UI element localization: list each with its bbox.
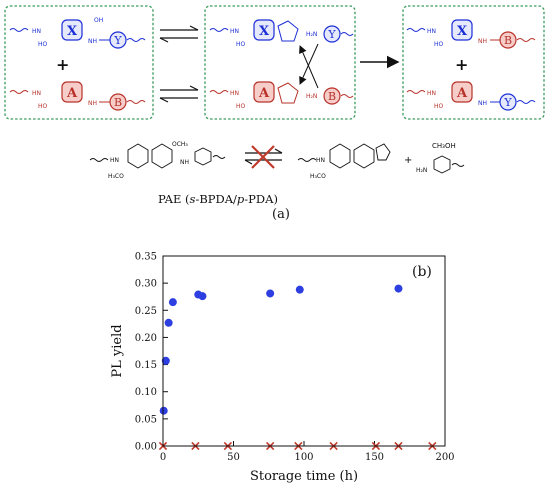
unit-a-label: A	[258, 86, 270, 101]
amide-label: HN	[32, 90, 41, 97]
unit-x-label: X	[259, 24, 270, 39]
pl-yield-chart: 0.00 0.05 0.10 0.15 0.20 0.25 0.30 0.35 0 50 100 1…	[110, 252, 455, 485]
ester-left-label: H₃CO	[108, 173, 124, 180]
pae-structure: HN OCH₃ H₃CO NH HN H₃CO + CH₃OH H₂N	[89, 141, 465, 180]
y-tick-label: 0.10	[135, 387, 157, 398]
amide-label: HN	[230, 28, 239, 35]
scheme-box-right: HN X HO NH B + HN A HO NH Y	[402, 5, 545, 120]
amine-label: H₂N	[416, 167, 427, 174]
y-tick-label: 0.20	[135, 333, 157, 344]
amide-right-label: NH	[88, 38, 97, 45]
acid-left-label: HO	[38, 103, 48, 110]
ester-label: OCH₃	[172, 141, 188, 148]
acid-left-label: HO	[236, 41, 246, 48]
x-axis: 0 50 100 150 200	[160, 441, 455, 463]
amide-right-label: NH	[88, 100, 97, 107]
unit-x-label: X	[67, 24, 78, 39]
amide-label: HN	[230, 90, 239, 97]
data-point	[168, 298, 177, 307]
plot-frame	[162, 255, 446, 447]
acid-left-label: HO	[236, 103, 246, 110]
acid-left-label: HO	[434, 103, 444, 110]
amide-right-label: NH	[478, 38, 487, 45]
pae-label: PAE (s-BPDA/p-PDA)	[158, 192, 278, 206]
acid-left-label: HO	[434, 41, 444, 48]
x-tick-label: 50	[227, 452, 240, 463]
plus-sign: +	[404, 155, 412, 166]
data-point	[161, 356, 170, 365]
unit-y-label: Y	[113, 34, 122, 47]
y-tick-label: 0.35	[135, 252, 157, 263]
x-axis-title: Storage time (h)	[250, 469, 358, 484]
x-tick-label: 150	[365, 452, 384, 463]
chart-marks	[158, 284, 437, 451]
amide-label: HN	[110, 157, 119, 164]
y-tick-label: 0.00	[135, 442, 157, 453]
amine-label: H₂N	[306, 31, 317, 38]
y-axis-title: PL yield	[110, 324, 125, 377]
panel-a-label: (a)	[272, 207, 290, 222]
methanol-label: CH₃OH	[432, 142, 456, 150]
data-point	[164, 318, 173, 327]
amide-label: HN	[427, 28, 436, 35]
scheme-box-middle: HN X HO H₂N Y HN A HO H₂N B	[204, 5, 356, 120]
y-axis: 0.00 0.05 0.10 0.15 0.20 0.25 0.30 0.35	[135, 252, 168, 453]
unit-y-label: Y	[503, 96, 512, 109]
plus-sign: +	[56, 55, 69, 74]
unit-a-label: A	[66, 86, 78, 101]
acid-label: OH	[94, 17, 103, 24]
y-tick-label: 0.30	[135, 279, 157, 290]
unit-b-label: B	[114, 96, 122, 109]
amide-label: HN	[316, 157, 325, 164]
amide-right-label: NH	[180, 159, 189, 166]
equilibrium-arrows	[159, 25, 199, 103]
unit-x-label: X	[457, 24, 468, 39]
y-tick-label: 0.25	[135, 306, 157, 317]
plus-sign: +	[455, 55, 468, 74]
reaction-scheme: HN X OH HO NH Y + HN A HO NH B	[4, 5, 545, 222]
panel-b-label: (b)	[412, 264, 432, 280]
scheme-box-left: HN X OH HO NH Y + HN A HO NH B	[4, 5, 154, 120]
unit-b-label: B	[328, 90, 336, 103]
amide-right-label: NH	[478, 100, 487, 107]
data-point	[198, 292, 207, 301]
x-tick-label: 0	[160, 452, 166, 463]
amide-label: HN	[32, 28, 41, 35]
acid-left-label: HO	[38, 41, 48, 48]
x-tick-label: 200	[435, 452, 454, 463]
unit-a-label: A	[456, 86, 468, 101]
y-tick-label: 0.15	[135, 360, 157, 371]
data-point	[394, 284, 403, 293]
data-point	[295, 285, 304, 294]
ester-left-label: H₃CO	[310, 173, 326, 180]
y-tick-label: 0.05	[135, 414, 157, 425]
x-tick-label: 100	[294, 452, 313, 463]
unit-b-label: B	[504, 34, 512, 47]
unit-y-label: Y	[327, 28, 336, 41]
data-point	[159, 406, 168, 415]
data-point	[266, 289, 275, 298]
amine-label: H₂N	[306, 93, 317, 100]
amide-label: HN	[427, 90, 436, 97]
